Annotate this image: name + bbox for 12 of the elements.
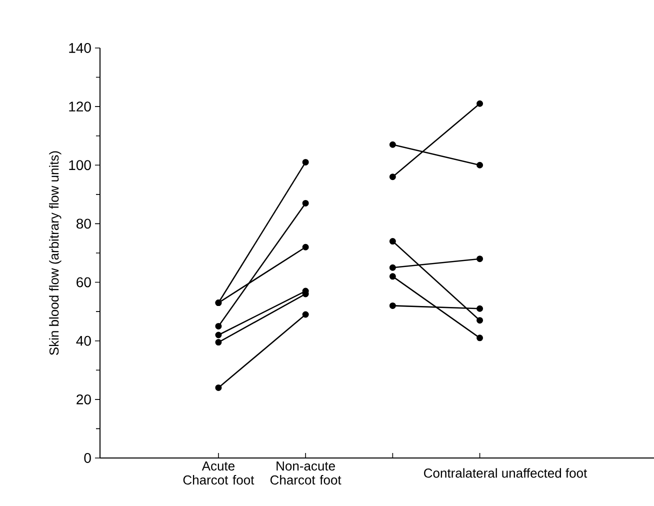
y-tick-label: 140 xyxy=(69,43,91,53)
y-tick-label: 40 xyxy=(76,336,91,346)
y-tick-label: 80 xyxy=(76,218,91,229)
y-tick-label: 60 xyxy=(76,277,91,288)
x-tick-label: Non-acute Charcot foot xyxy=(270,462,342,485)
y-tick-label: 120 xyxy=(69,102,91,112)
x-tick-label: Acute Charcot foot xyxy=(183,462,254,485)
y-tick-label: 0 xyxy=(84,453,91,463)
text: Contralateral unaffected foot xyxy=(424,468,588,478)
y-axis-title: Skin blood flow (arbitrary flow units) xyxy=(49,151,62,355)
y-tick-label: 20 xyxy=(76,394,91,404)
y-tick-label: 100 xyxy=(69,160,91,170)
